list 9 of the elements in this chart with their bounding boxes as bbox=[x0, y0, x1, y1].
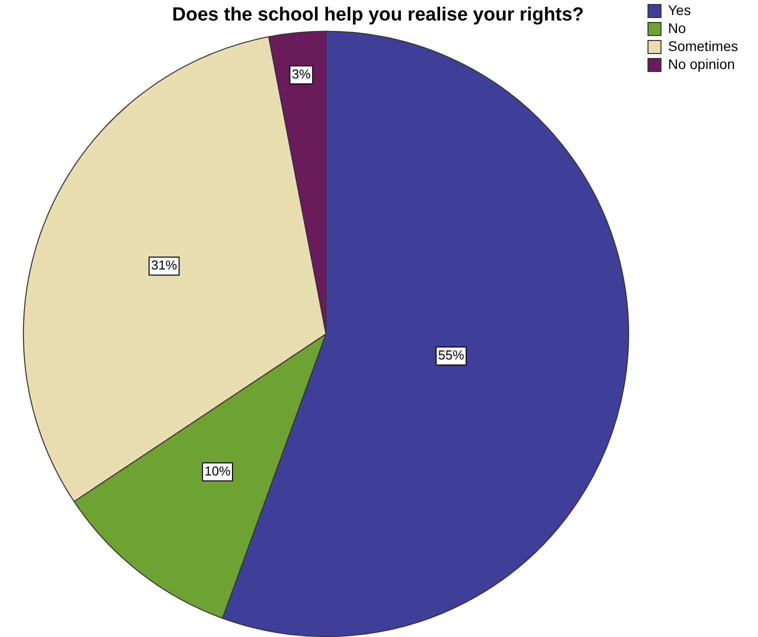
legend-label: No bbox=[668, 20, 686, 36]
data-label: 10% bbox=[204, 463, 231, 478]
data-label: 31% bbox=[151, 258, 178, 273]
legend-label: No opinion bbox=[668, 56, 735, 72]
data-label: 3% bbox=[292, 66, 312, 82]
chart-title: Does the school help you realise your rights? bbox=[172, 4, 584, 26]
data-label: 55% bbox=[438, 348, 465, 363]
legend-label: Yes bbox=[668, 2, 691, 18]
legend-label: Sometimes bbox=[668, 38, 738, 54]
